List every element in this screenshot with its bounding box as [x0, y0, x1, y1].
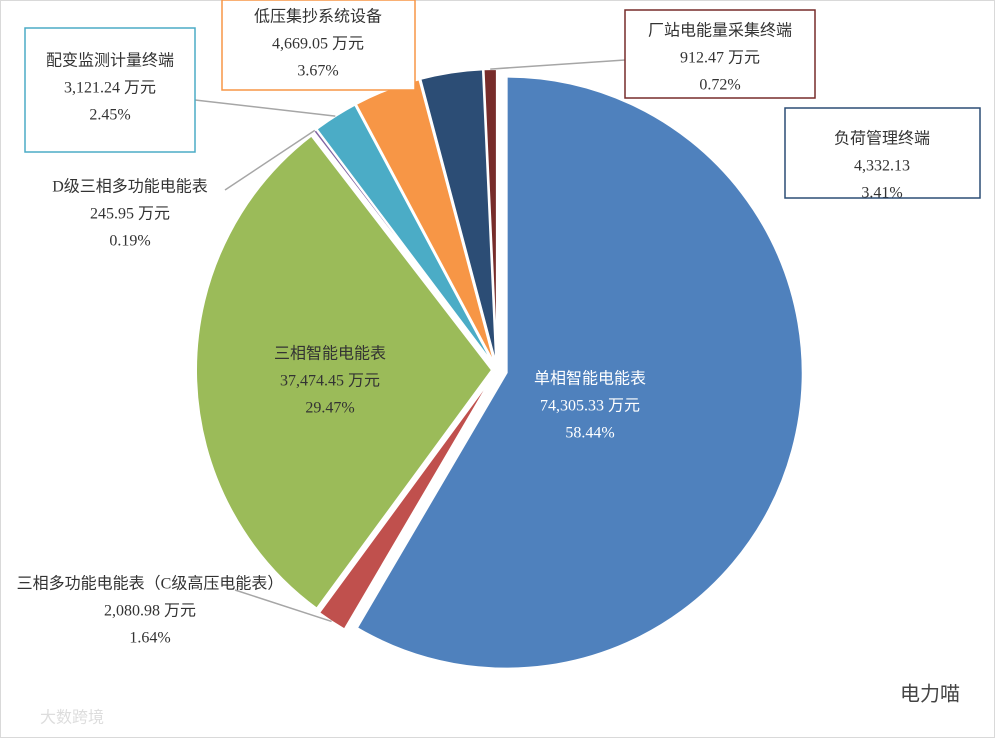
category-label: 配变监测计量终端: [46, 52, 174, 70]
value-label: 74,305.33 万元: [540, 398, 640, 415]
percent-label: 3.41%: [861, 185, 902, 202]
category-label: 负荷管理终端: [834, 130, 930, 148]
value-label: 245.95 万元: [90, 206, 170, 223]
percent-label: 3.67%: [297, 63, 338, 80]
percent-label: 0.72%: [699, 77, 740, 94]
label-box: [784, 107, 981, 199]
value-label: 37,474.45 万元: [280, 373, 380, 390]
percent-label: 0.19%: [109, 233, 150, 250]
leader-line: [234, 589, 332, 623]
pie-slice: [195, 134, 494, 611]
category-label: 低压集抄系统设备: [254, 8, 382, 26]
percent-label: 58.44%: [565, 425, 614, 442]
percent-label: 2.45%: [89, 107, 130, 124]
value-label: 912.47 万元: [680, 50, 760, 67]
pie-slice: [317, 373, 496, 631]
percent-label: 29.47%: [305, 400, 354, 417]
category-label: 单相智能电能表: [534, 370, 646, 388]
leader-line: [490, 59, 626, 70]
pie-slice: [355, 75, 804, 670]
watermark: 电力喵: [900, 682, 960, 706]
watermark: 大数跨境: [40, 708, 104, 727]
label-box: [24, 27, 196, 153]
category-label: 三相智能电能表: [274, 345, 386, 363]
leader-line: [194, 99, 336, 117]
category-label: 三相多功能电能表（C级高压电能表）: [17, 575, 284, 593]
category-label: 厂站电能量采集终端: [648, 22, 792, 40]
category-label: D级三相多功能电能表: [52, 178, 208, 196]
value-label: 4,669.05 万元: [272, 36, 364, 53]
label-box: [624, 9, 816, 99]
value-label: 2,080.98 万元: [104, 603, 196, 620]
percent-label: 1.64%: [129, 630, 170, 647]
leader-line: [224, 129, 316, 191]
value-label: 3,121.24 万元: [64, 80, 156, 97]
value-label: 4,332.13: [854, 158, 910, 175]
label-box: [221, 0, 416, 91]
